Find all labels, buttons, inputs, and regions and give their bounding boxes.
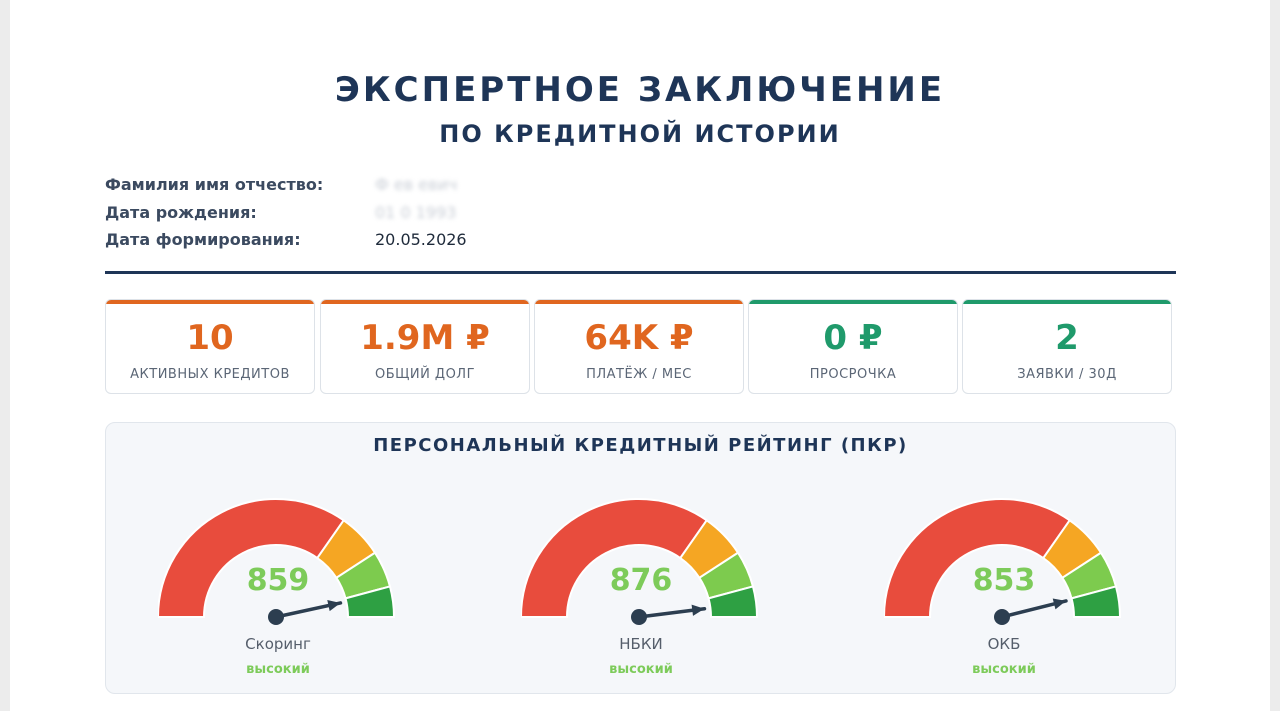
stat-card-total-debt: 1.9M ₽ ОБЩИЙ ДОЛГ <box>320 299 530 394</box>
report-title: ЭКСПЕРТНОЕ ЗАКЛЮЧЕНИЕ <box>334 70 946 110</box>
header-divider <box>105 271 1176 274</box>
stat-card-active-credits: 10 АКТИВНЫХ КРЕДИТОВ <box>105 299 315 394</box>
gauge-segment <box>521 498 709 618</box>
credit-rating-panel: ПЕРСОНАЛЬНЫЙ КРЕДИТНЫЙ РЕЙТИНГ (ПКР) 859… <box>105 422 1176 694</box>
gauge-name: Скоринг <box>245 635 311 653</box>
stat-label: ПРОСРОЧКА <box>809 367 897 382</box>
gauge-dial <box>158 498 396 625</box>
stat-value: 1.9M ₽ <box>360 318 490 358</box>
gauge-segment <box>1070 585 1122 618</box>
gauge-score: 876 <box>609 563 673 598</box>
stat-value: 0 ₽ <box>823 318 883 358</box>
gauge-hub <box>268 609 284 625</box>
stat-card-applications: 2 ЗАЯВКИ / 30Д <box>962 299 1172 394</box>
fio-label: Фамилия имя отчество: <box>105 175 324 194</box>
stat-value: 2 <box>1055 318 1079 358</box>
gauge-segment <box>707 585 759 618</box>
stat-label: ПЛАТЁЖ / МЕС <box>586 367 692 382</box>
gauge-level: высокий <box>246 662 310 677</box>
stat-accent-bar <box>321 300 529 304</box>
stat-accent-bar <box>749 300 957 304</box>
gauge-needle-head <box>327 600 341 612</box>
gauge-segment <box>884 498 1072 618</box>
gauge-name: ОКБ <box>987 635 1021 653</box>
birth-date-label: Дата рождения: <box>105 203 257 222</box>
gauge-score: 859 <box>246 563 310 598</box>
stat-value: 64K ₽ <box>584 318 694 358</box>
stat-accent-bar <box>963 300 1171 304</box>
rating-title: ПЕРСОНАЛЬНЫЙ КРЕДИТНЫЙ РЕЙТИНГ (ПКР) <box>373 435 908 456</box>
gauge-scoring: 859 Скоринг высокий <box>158 493 418 693</box>
gauge-name: НБКИ <box>619 635 663 653</box>
stat-label: АКТИВНЫХ КРЕДИТОВ <box>130 367 290 382</box>
gauge-dial <box>521 498 759 625</box>
formed-date-value: 20.05.2026 <box>375 230 467 249</box>
stat-accent-bar <box>106 300 314 304</box>
gauge-needle-head <box>1052 598 1067 610</box>
gauge-needle-head <box>691 604 705 616</box>
gauge-hub <box>994 609 1010 625</box>
report-subtitle: ПО КРЕДИТНОЙ ИСТОРИИ <box>439 120 841 148</box>
report-page: ЭКСПЕРТНОЕ ЗАКЛЮЧЕНИЕ ПО КРЕДИТНОЙ ИСТОР… <box>10 0 1270 711</box>
gauge-segment <box>344 585 396 618</box>
gauge-nbki: 876 НБКИ высокий <box>521 493 781 693</box>
stat-card-monthly-payment: 64K ₽ ПЛАТЁЖ / МЕС <box>534 299 744 394</box>
stat-value: 10 <box>186 318 234 358</box>
gauge-level: высокий <box>609 662 673 677</box>
gauge-level: высокий <box>972 662 1036 677</box>
fio-value: Ф ев евич <box>375 175 458 194</box>
gauge-okb: 853 ОКБ высокий <box>884 493 1144 693</box>
birth-date-value: 01 0 1993 <box>375 203 457 222</box>
gauge-score: 853 <box>972 563 1036 598</box>
gauge-dial <box>884 498 1122 625</box>
formed-date-label: Дата формирования: <box>105 230 301 249</box>
gauge-hub <box>631 609 647 625</box>
gauge-segment <box>158 498 346 618</box>
stat-label: ОБЩИЙ ДОЛГ <box>374 367 476 382</box>
stat-label: ЗАЯВКИ / 30Д <box>1017 367 1117 382</box>
stat-accent-bar <box>535 300 743 304</box>
stat-card-overdue: 0 ₽ ПРОСРОЧКА <box>748 299 958 394</box>
